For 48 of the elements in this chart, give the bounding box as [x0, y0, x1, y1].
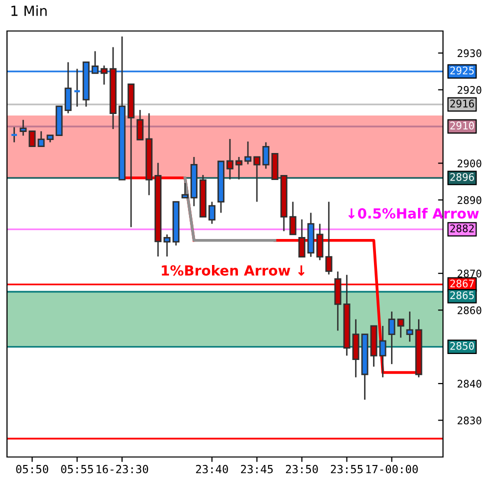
annotation: 1%Broken Arrow ↓ [162, 264, 304, 276]
ref-line-label: 2910 [450, 122, 474, 130]
x-tick-label: 23:40 [196, 464, 228, 474]
x-tick-label: 17-00:00 [366, 464, 418, 474]
candlestick [388, 310, 396, 365]
y-tick-label: 2920 [458, 86, 482, 94]
candlestick [379, 325, 386, 378]
candlestick [136, 109, 144, 140]
y-tick-label: 2900 [458, 159, 482, 168]
y-tick-label: 2870 [458, 270, 482, 278]
candlestick [244, 140, 252, 166]
x-tick-label: 23:45 [241, 464, 273, 474]
candlestick [298, 218, 306, 258]
chart-title: 1 Min [11, 5, 47, 16]
ref-line-label: 2882 [450, 224, 474, 232]
candlestick [262, 142, 270, 170]
ref-line-label: 2916 [450, 100, 474, 108]
candlestick [397, 318, 404, 338]
x-tick-label: 05:55 [61, 464, 93, 474]
ref-line-label: 2865 [450, 291, 474, 300]
x-tick-label: 05:50 [16, 464, 48, 474]
candlestick [208, 201, 216, 224]
y-tick-label: 2890 [458, 196, 482, 204]
candlestick [100, 64, 108, 86]
candlestick [182, 182, 188, 198]
candlestick [316, 223, 324, 261]
y-tick-label: 2830 [458, 416, 482, 424]
candlestick [38, 130, 45, 148]
candlestick [28, 130, 36, 148]
ref-line-label: 2925 [450, 66, 474, 74]
y-tick-label: 2930 [458, 49, 482, 58]
x-tick-label: 23:50 [286, 464, 318, 474]
x-tick-label: 23:55 [330, 464, 363, 474]
candlestick [226, 138, 234, 180]
candlestick [164, 234, 170, 258]
ref-line-label: 2867 [450, 280, 474, 288]
y-tick-label: 2860 [458, 306, 482, 314]
candlestick [253, 156, 260, 202]
x-tick-label: 16-23:30 [96, 464, 148, 474]
ref-line-label: 2850 [450, 342, 474, 350]
candlestick [20, 119, 27, 136]
candlestick [289, 201, 296, 236]
candlestick [406, 310, 414, 342]
y-tick-label: 2840 [458, 380, 482, 388]
candlestick [325, 201, 332, 276]
candlestick [10, 126, 18, 143]
candlestick [235, 156, 242, 180]
ref-line-label: 2896 [450, 173, 474, 181]
